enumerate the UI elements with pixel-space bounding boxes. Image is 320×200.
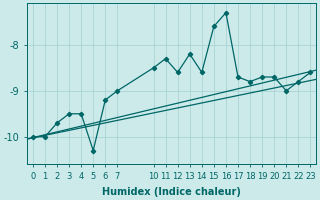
X-axis label: Humidex (Indice chaleur): Humidex (Indice chaleur) xyxy=(102,187,241,197)
